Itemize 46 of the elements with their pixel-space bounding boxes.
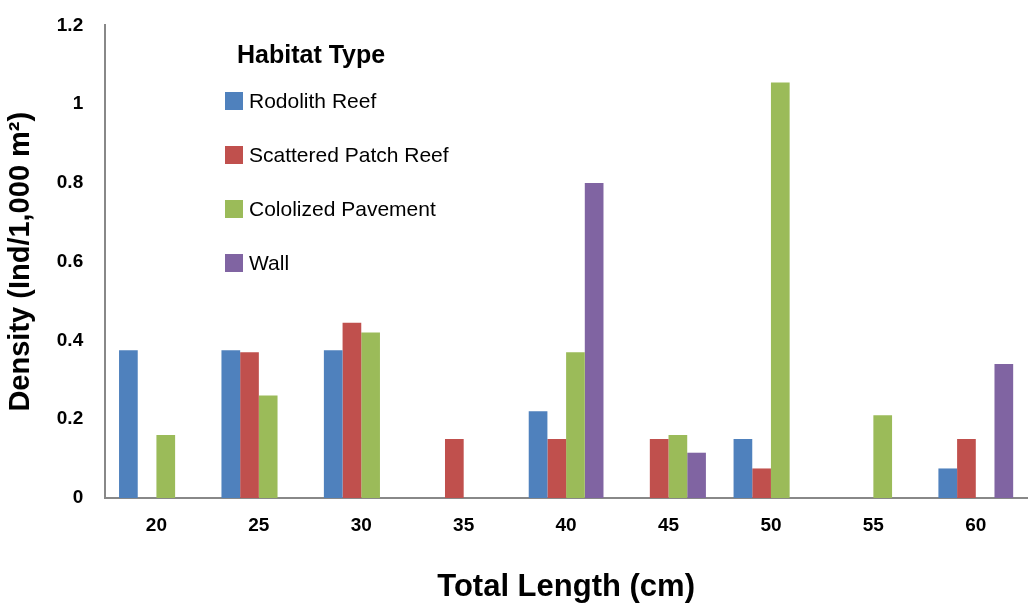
x-tick-label: 25: [248, 513, 270, 535]
bar: [584, 182, 604, 498]
bar: [938, 468, 958, 498]
legend-label: Scattered Patch Reef: [249, 142, 449, 167]
bar: [668, 434, 688, 498]
bar: [156, 434, 176, 498]
bar: [258, 395, 278, 498]
bar: [528, 411, 548, 498]
x-axis-title: Total Length (cm): [437, 567, 695, 603]
y-tick-label: 0: [72, 486, 84, 508]
x-tick-label: 40: [555, 513, 577, 535]
bar: [687, 452, 706, 498]
legend-title: Habitat Type: [237, 40, 387, 69]
y-tick-label: 0.4: [56, 328, 84, 350]
x-tick-label: 45: [657, 513, 680, 535]
y-tick-label: 0.6: [56, 249, 84, 271]
bar: [361, 332, 380, 498]
bar: [566, 352, 585, 498]
legend-label: Wall: [249, 250, 290, 275]
legend-label: Rodolith Reef: [249, 88, 377, 113]
x-tick-label: 20: [145, 513, 167, 535]
x-tick-label: 60: [965, 513, 987, 535]
bar: [342, 322, 362, 498]
bar: [119, 350, 138, 498]
bar: [240, 352, 259, 498]
x-tick-label: 55: [862, 513, 885, 535]
legend-label: Cololized Pavement: [249, 196, 436, 221]
y-axis-title: Density (Ind/1,000 m²): [3, 111, 36, 412]
bar: [221, 350, 241, 498]
x-tick-label: 50: [760, 513, 782, 535]
bar: [994, 364, 1014, 498]
bar: [770, 82, 790, 498]
bar: [323, 350, 343, 498]
x-tick-label: 35: [453, 513, 475, 535]
x-tick-label: 30: [350, 513, 372, 535]
bar: [873, 415, 893, 498]
y-tick-label: 0.8: [56, 171, 84, 193]
bar: [957, 438, 976, 498]
bar: [752, 468, 771, 498]
bar: [444, 438, 464, 498]
y-tick-label: 0.2: [56, 407, 84, 429]
bar: [649, 438, 669, 498]
y-tick-label: 1.2: [56, 13, 84, 35]
bar: [547, 438, 567, 498]
bar: [733, 438, 753, 498]
y-tick-label: 1: [72, 92, 84, 114]
